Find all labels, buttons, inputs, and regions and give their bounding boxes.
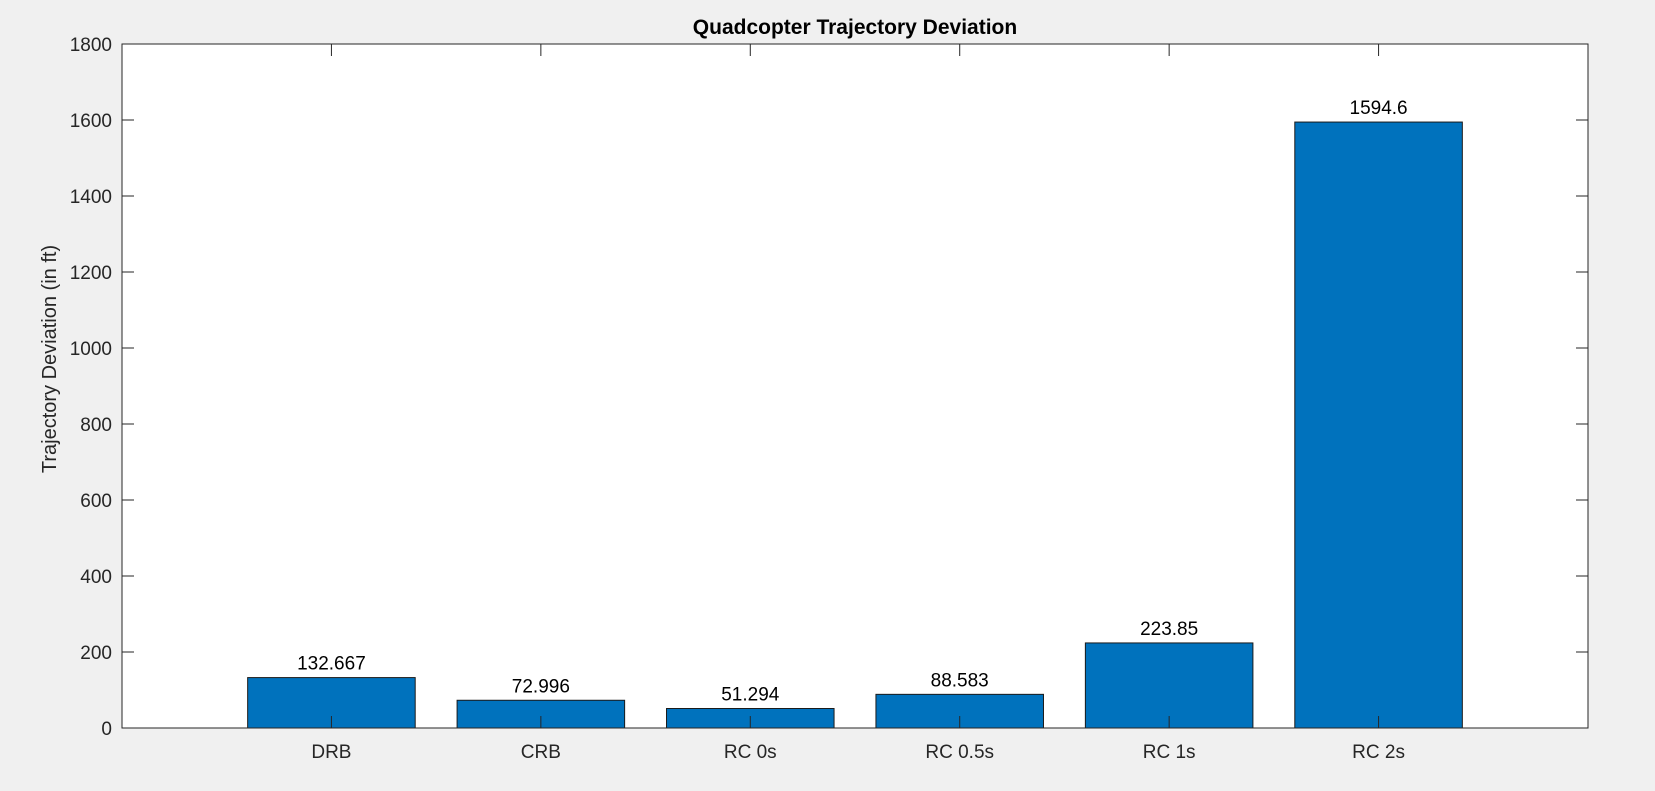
y-tick-label: 600 (80, 491, 112, 512)
x-tick-label: CRB (521, 742, 561, 763)
axes-box (121, 43, 1589, 729)
x-tick-label: RC 0s (724, 742, 777, 763)
y-tick-label: 1800 (70, 35, 112, 56)
y-tick-label: 400 (80, 567, 112, 588)
y-tick-label: 1600 (70, 111, 112, 132)
x-tick-label: RC 1s (1143, 742, 1196, 763)
y-tick-label: 800 (80, 415, 112, 436)
y-tick-label: 1200 (70, 263, 112, 284)
y-tick-label: 1000 (70, 339, 112, 360)
y-tick-label: 0 (101, 719, 112, 740)
y-tick-label: 1400 (70, 187, 112, 208)
bars-group (247, 121, 1463, 729)
data-label: 1594.6 (1350, 98, 1408, 119)
chart-title: Quadcopter Trajectory Deviation (693, 16, 1017, 39)
x-tick-label: RC 0.5s (925, 742, 994, 763)
x-tick-label: DRB (311, 742, 351, 763)
bar-rc-1s (1084, 642, 1254, 729)
x-tick-label: RC 2s (1352, 742, 1405, 763)
data-label: 72.996 (512, 676, 570, 697)
data-label: 51.294 (721, 685, 780, 706)
labels-group: DRB 132.667 CRB 72.996 RC 0s 51.294 RC 0.5s 88.… (70, 35, 1408, 763)
y-axis-title: Trajectory Deviation (in ft) (39, 245, 61, 473)
data-label: 88.583 (931, 670, 989, 691)
bar-rc-2s (1294, 121, 1463, 729)
y-tick-label: 200 (80, 643, 112, 664)
data-label: 223.85 (1140, 619, 1198, 640)
data-label: 132.667 (297, 654, 366, 675)
